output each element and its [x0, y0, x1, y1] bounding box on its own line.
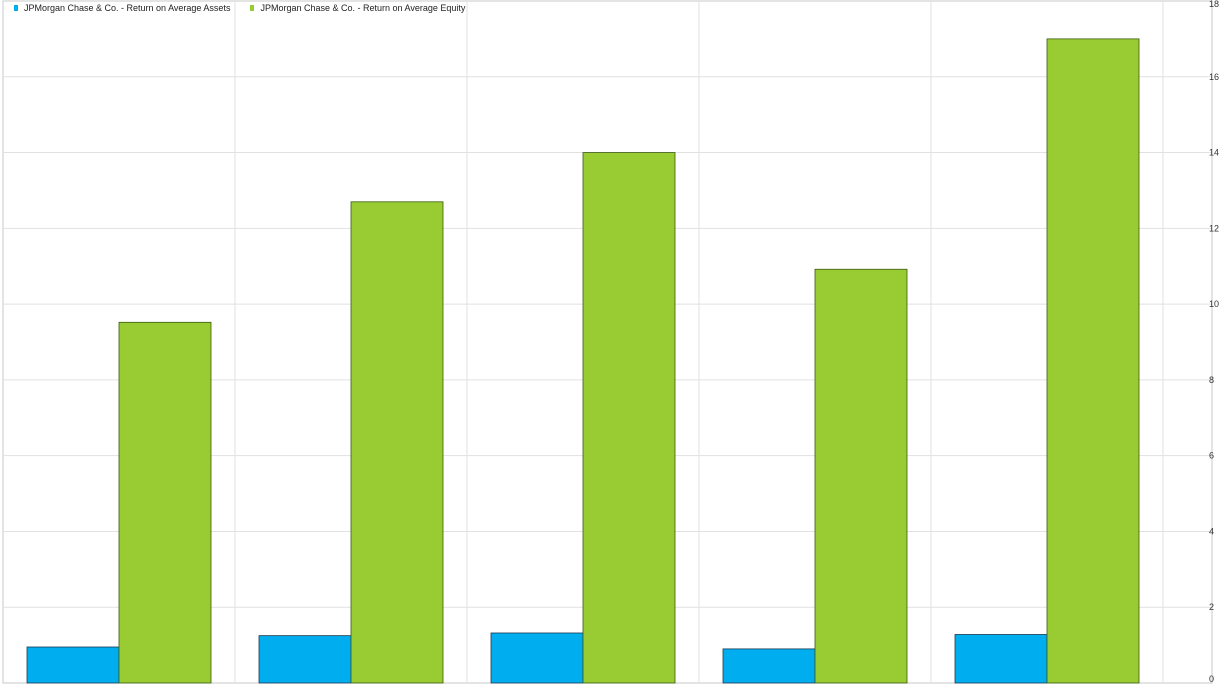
bar-equity-3[interactable]: [582, 152, 676, 684]
y-tick-label: 2: [1209, 602, 1214, 612]
bar-assets-2[interactable]: [258, 635, 352, 684]
y-axis: 0 2 4 6 8 10 12 14 16 18: [1209, 0, 1219, 684]
y-tick-label: 8: [1209, 375, 1214, 385]
bar-assets-1[interactable]: [26, 646, 120, 684]
bar-equity-1[interactable]: [118, 321, 212, 684]
bar-assets-4[interactable]: [722, 648, 816, 684]
y-tick-label: 6: [1209, 451, 1214, 461]
y-tick-label: 18: [1209, 0, 1219, 9]
bar-equity-4[interactable]: [814, 268, 908, 684]
bar-equity-5[interactable]: [1046, 38, 1140, 684]
legend-label-equity: JPMorgan Chase & Co. - Return on Average…: [260, 3, 466, 13]
y-tick-label: 0: [1209, 674, 1214, 684]
bar-assets-5[interactable]: [954, 634, 1048, 684]
legend: JPMorgan Chase & Co. - Return on Average…: [14, 3, 465, 13]
bar-equity-2[interactable]: [350, 201, 444, 684]
legend-swatch-equity: [250, 5, 255, 11]
y-tick-label: 10: [1209, 299, 1219, 309]
bar-assets-3[interactable]: [490, 632, 584, 684]
y-tick-label: 14: [1209, 148, 1219, 158]
y-tick-label: 12: [1209, 223, 1219, 233]
bars-layer: [26, 38, 1140, 684]
legend-label-assets: JPMorgan Chase & Co. - Return on Average…: [24, 3, 231, 13]
legend-item-assets[interactable]: JPMorgan Chase & Co. - Return on Average…: [14, 3, 230, 13]
legend-swatch-assets: [14, 5, 18, 11]
y-tick-label: 16: [1209, 72, 1219, 82]
legend-item-equity[interactable]: JPMorgan Chase & Co. - Return on Average…: [250, 3, 465, 13]
y-tick-label: 4: [1209, 526, 1214, 536]
